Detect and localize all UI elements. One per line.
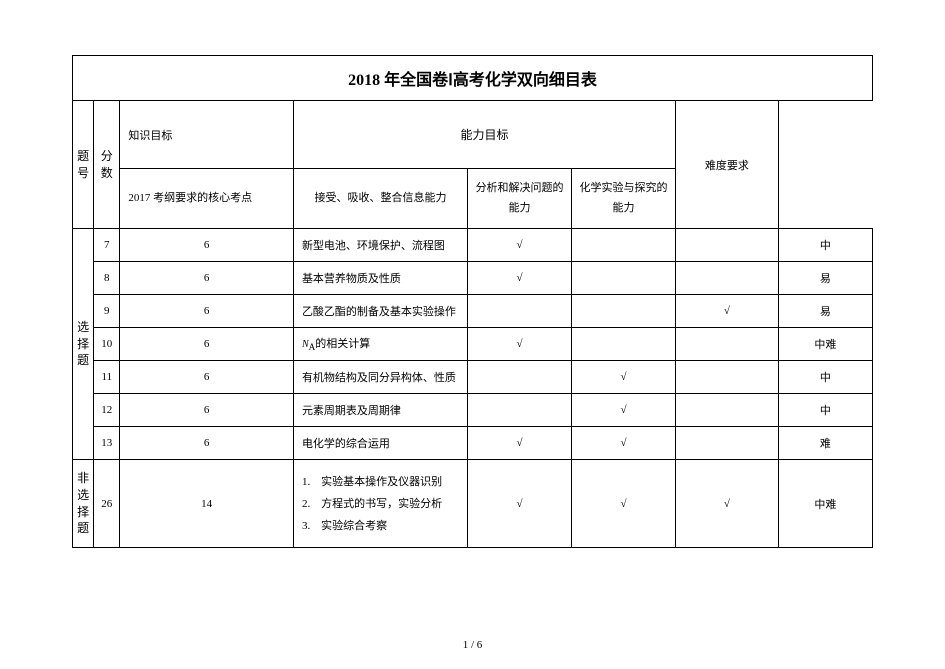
table-row: 13 6 电化学的综合运用 √ √ 难 (73, 427, 873, 460)
na-suffix: 的相关计算 (315, 338, 370, 350)
header-row-1: 题号 分数 知识目标 能力目标 难度要求 (73, 101, 873, 169)
cell-a3: √ (676, 460, 779, 548)
cell-no: 13 (94, 427, 120, 460)
section-nonchoice-label: 非选择题 (77, 471, 89, 535)
cell-no: 9 (94, 295, 120, 328)
cell-a2 (572, 262, 676, 295)
cell-diff: 易 (778, 262, 872, 295)
header-ability-2: 分析和解决问题的能力 (468, 169, 572, 229)
cell-diff: 中 (778, 229, 872, 262)
na-prefix: N (302, 339, 309, 350)
cell-score: 6 (120, 328, 294, 361)
header-ability-target: 能力目标 (293, 101, 675, 169)
spec-table: 2018 年全国卷Ⅰ高考化学双向细目表 题号 分数 知识目标 能力目标 难度要求… (72, 55, 873, 548)
cell-a3 (676, 427, 779, 460)
cell-content: 新型电池、环境保护、流程图 (293, 229, 467, 262)
header-score-label: 分数 (101, 149, 113, 180)
cell-content: 乙酸乙酯的制备及基本实验操作 (293, 295, 467, 328)
page-container: 2018 年全国卷Ⅰ高考化学双向细目表 题号 分数 知识目标 能力目标 难度要求… (0, 0, 945, 669)
cell-score: 6 (120, 361, 294, 394)
cell-score: 6 (120, 295, 294, 328)
header-knowledge-target: 知识目标 (120, 101, 294, 169)
table-row: 8 6 基本营养物质及性质 √ 易 (73, 262, 873, 295)
header-question-no-label: 题号 (77, 149, 89, 180)
cell-diff: 中难 (778, 460, 872, 548)
cell-score: 6 (120, 394, 294, 427)
cell-no: 12 (94, 394, 120, 427)
title-row: 2018 年全国卷Ⅰ高考化学双向细目表 (73, 56, 873, 101)
content-line-1: 1. 实验基本操作及仪器识别 (302, 471, 459, 493)
cell-diff: 中难 (778, 328, 872, 361)
cell-score: 6 (120, 427, 294, 460)
cell-content: 元素周期表及周期律 (293, 394, 467, 427)
content-line-3: 3. 实验综合考察 (302, 515, 459, 537)
cell-score: 6 (120, 262, 294, 295)
cell-no: 26 (94, 460, 120, 548)
cell-content: NA的相关计算 (293, 328, 467, 361)
table-row: 10 6 NA的相关计算 √ 中难 (73, 328, 873, 361)
cell-a2: √ (572, 427, 676, 460)
cell-no: 7 (94, 229, 120, 262)
cell-content: 基本营养物质及性质 (293, 262, 467, 295)
header-ability-3: 化学实验与探究的能力 (572, 169, 676, 229)
cell-a2: √ (572, 460, 676, 548)
table-row: 非选择题 26 14 1. 实验基本操作及仪器识别 2. 方程式的书写，实验分析… (73, 460, 873, 548)
cell-a3: √ (676, 295, 779, 328)
cell-a1 (468, 394, 572, 427)
cell-content: 有机物结构及同分异构体、性质 (293, 361, 467, 394)
cell-a1: √ (468, 229, 572, 262)
cell-a3 (676, 262, 779, 295)
header-core-points: 2017 考纲要求的核心考点 (120, 169, 294, 229)
cell-a2: √ (572, 394, 676, 427)
cell-a3 (676, 394, 779, 427)
cell-score: 6 (120, 229, 294, 262)
content-line-2: 2. 方程式的书写，实验分析 (302, 493, 459, 515)
table-row: 选择题 7 6 新型电池、环境保护、流程图 √ 中 (73, 229, 873, 262)
header-ability-1: 接受、吸收、整合信息能力 (293, 169, 467, 229)
header-difficulty: 难度要求 (676, 101, 779, 229)
cell-a2 (572, 229, 676, 262)
section-nonchoice: 非选择题 (73, 460, 94, 548)
section-choice-label: 选择题 (77, 320, 89, 368)
cell-a1: √ (468, 427, 572, 460)
cell-a3 (676, 229, 779, 262)
cell-no: 10 (94, 328, 120, 361)
section-choice: 选择题 (73, 229, 94, 460)
table-row: 12 6 元素周期表及周期律 √ 中 (73, 394, 873, 427)
page-number: 1 / 6 (0, 639, 945, 651)
cell-a2 (572, 295, 676, 328)
header-score: 分数 (94, 101, 120, 229)
cell-a1 (468, 361, 572, 394)
cell-a2: √ (572, 361, 676, 394)
table-row: 11 6 有机物结构及同分异构体、性质 √ 中 (73, 361, 873, 394)
cell-content: 电化学的综合运用 (293, 427, 467, 460)
cell-a1: √ (468, 328, 572, 361)
cell-a3 (676, 328, 779, 361)
cell-a3 (676, 361, 779, 394)
cell-content-multi: 1. 实验基本操作及仪器识别 2. 方程式的书写，实验分析 3. 实验综合考察 (293, 460, 467, 548)
cell-no: 8 (94, 262, 120, 295)
cell-a1: √ (468, 460, 572, 548)
cell-a1: √ (468, 262, 572, 295)
cell-diff: 易 (778, 295, 872, 328)
cell-diff: 难 (778, 427, 872, 460)
cell-score: 14 (120, 460, 294, 548)
cell-diff: 中 (778, 361, 872, 394)
cell-a2 (572, 328, 676, 361)
cell-no: 11 (94, 361, 120, 394)
table-row: 9 6 乙酸乙酯的制备及基本实验操作 √ 易 (73, 295, 873, 328)
table-title: 2018 年全国卷Ⅰ高考化学双向细目表 (73, 56, 873, 101)
header-question-no: 题号 (73, 101, 94, 229)
cell-diff: 中 (778, 394, 872, 427)
cell-a1 (468, 295, 572, 328)
